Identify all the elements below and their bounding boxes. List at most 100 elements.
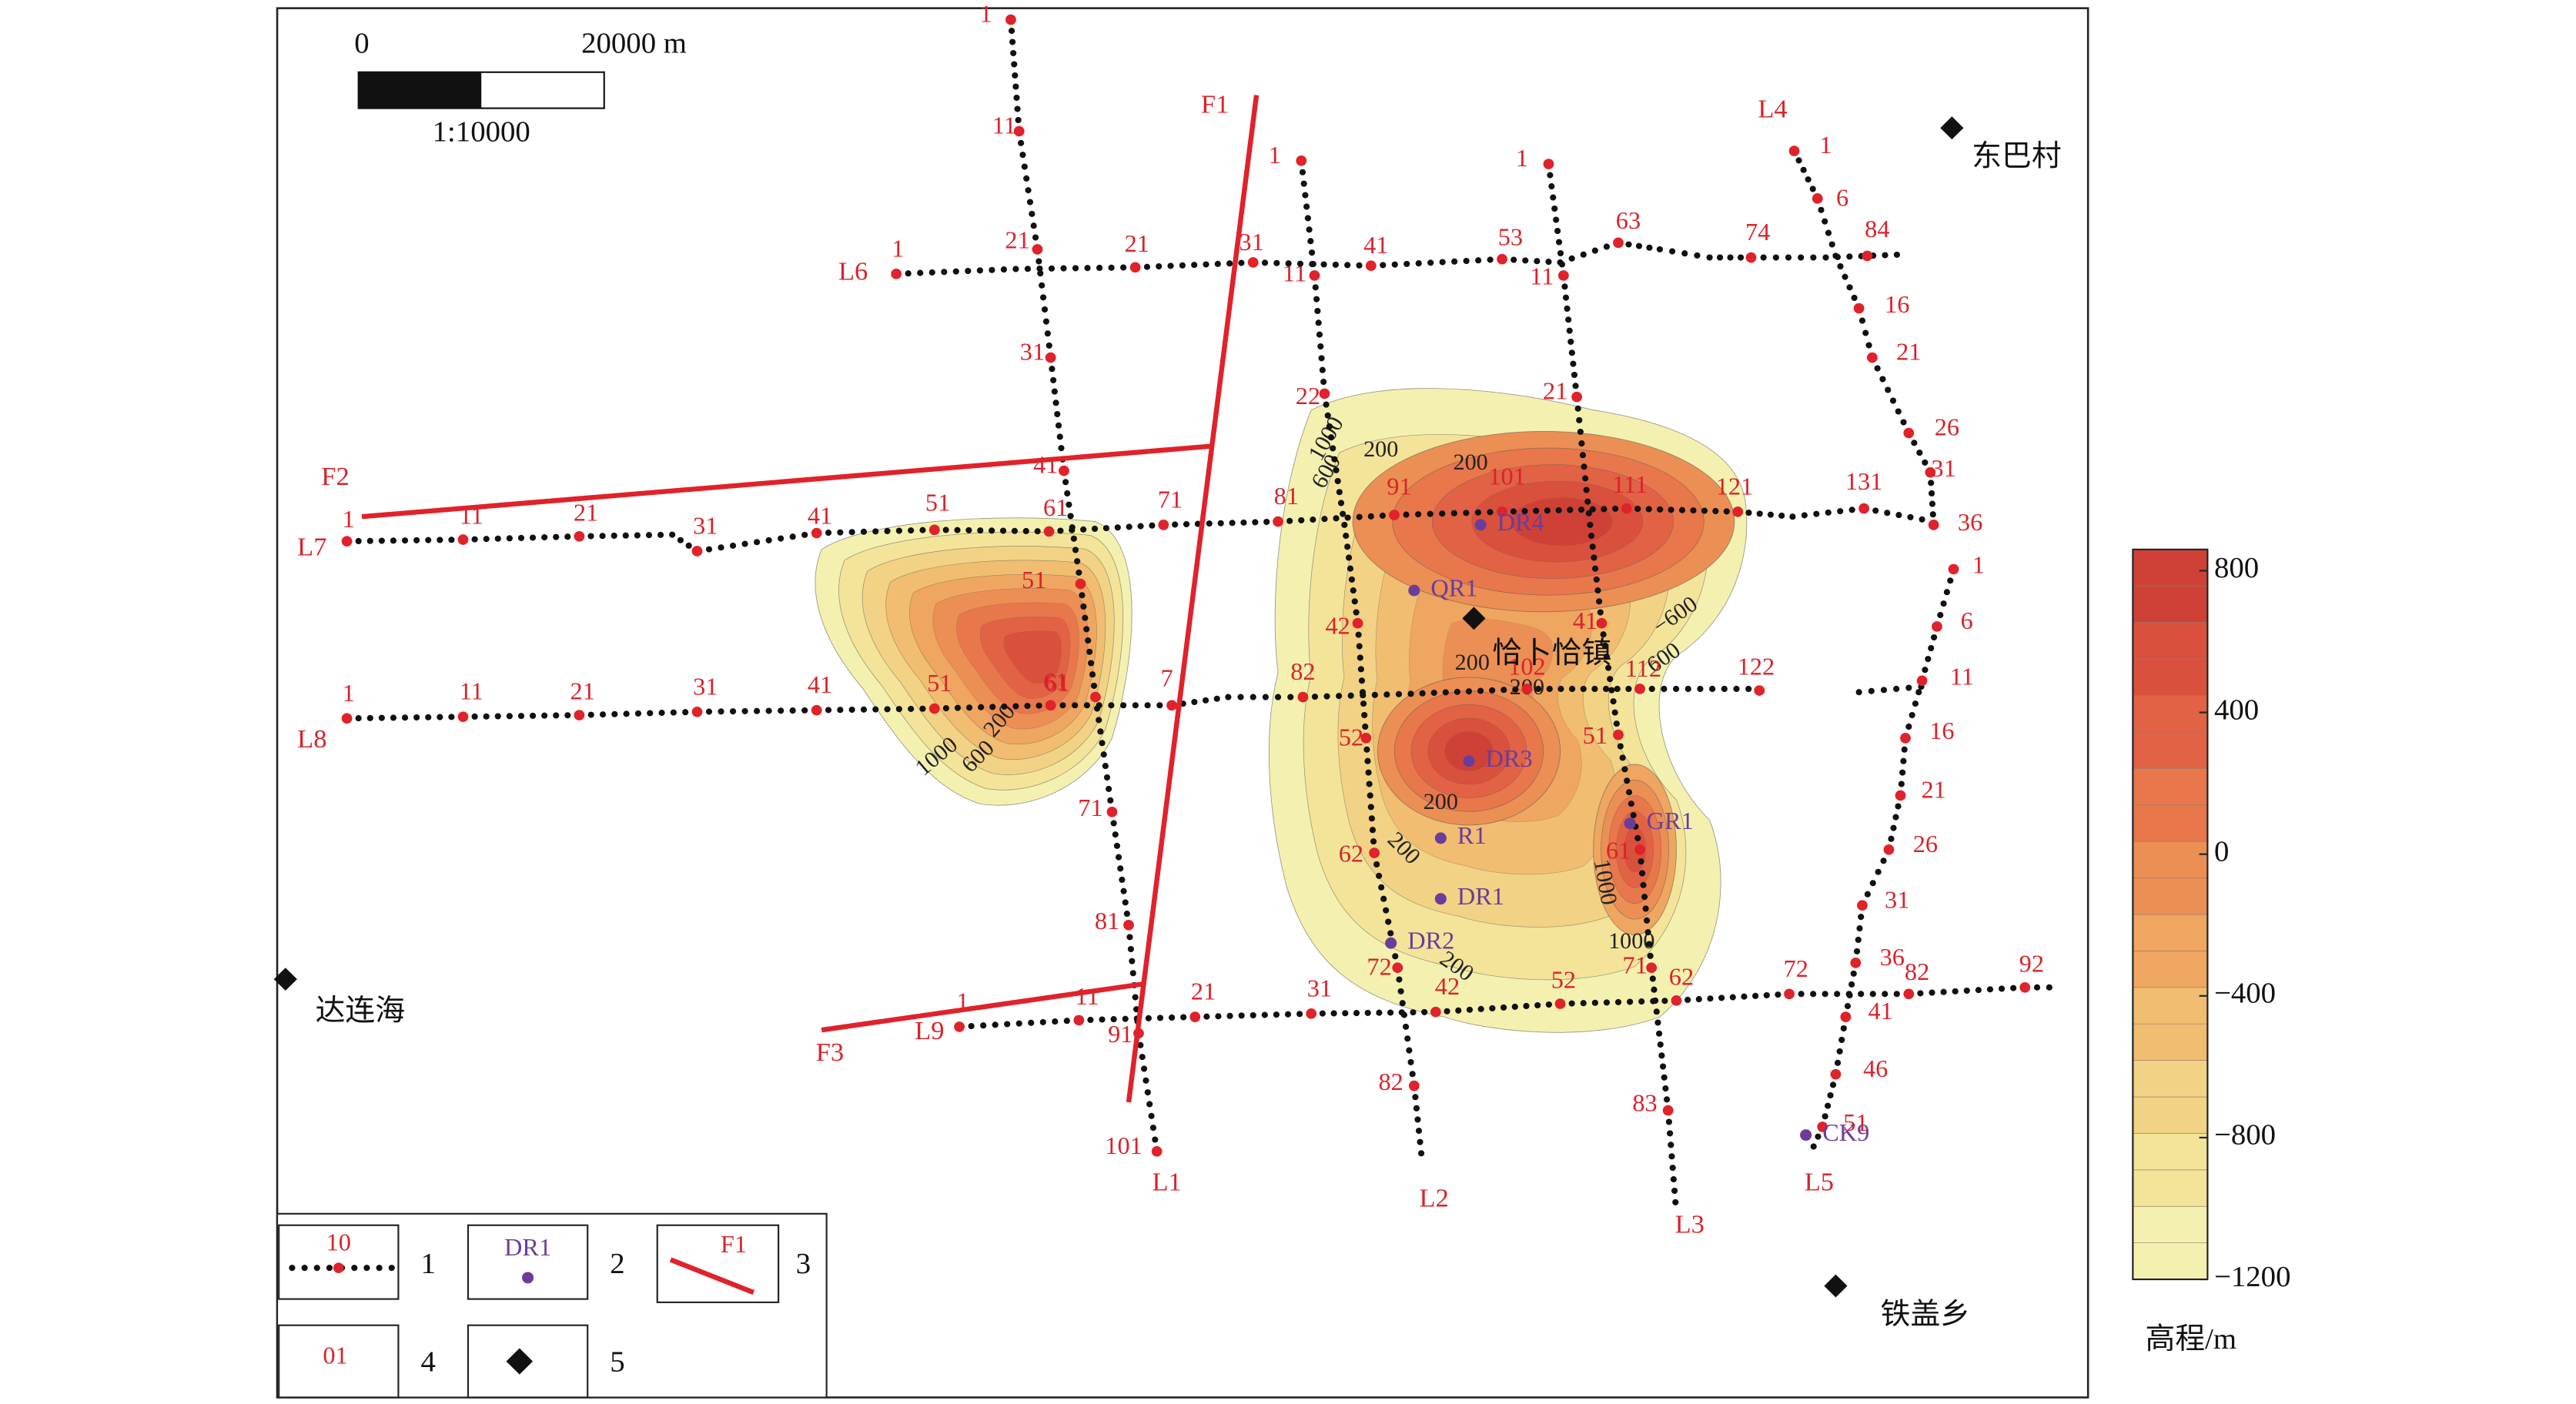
survey-dot: [1350, 587, 1357, 594]
survey-dot: [1217, 520, 1224, 526]
survey-dot: [634, 710, 642, 717]
survey-dot: [1756, 510, 1763, 517]
survey-dot: [1399, 1000, 1406, 1007]
survey-dot: [1695, 996, 1702, 1003]
survey-dot: [1415, 511, 1422, 518]
survey-dot: [1591, 999, 1598, 1006]
survey-dot: [471, 713, 478, 720]
survey-dot: [1638, 858, 1644, 865]
survey-dot: [1320, 379, 1327, 386]
survey-dot: [1344, 543, 1351, 550]
survey-dot: [1895, 408, 1902, 415]
survey-dot: [1601, 642, 1608, 649]
survey-dot: [765, 537, 772, 543]
survey-dot: [1396, 976, 1403, 983]
survey-dot: [1723, 508, 1730, 515]
survey-dot: [1512, 686, 1519, 693]
station-label: 16: [1929, 717, 1954, 744]
legend-well: [522, 1272, 534, 1284]
survey-dot: [1299, 169, 1306, 176]
survey-dot: [669, 531, 676, 538]
survey-dot: [1010, 49, 1017, 57]
survey-dot: [1355, 631, 1362, 638]
survey-dot: [1057, 527, 1064, 534]
legend-dot: [351, 1265, 358, 1272]
survey-dot: [1306, 226, 1313, 233]
survey-dot: [1333, 515, 1340, 522]
survey-dot: [1591, 565, 1599, 572]
survey-dot: [1012, 703, 1019, 710]
survey-dot: [1285, 260, 1292, 267]
survey-dot: [718, 708, 724, 715]
station-label: 1: [343, 679, 355, 707]
survey-dot: [1752, 992, 1759, 999]
survey-dot: [1602, 685, 1610, 693]
survey-dot: [1055, 422, 1062, 429]
survey-dot: [1928, 490, 1935, 497]
survey-dot: [1557, 249, 1564, 257]
well: [1434, 832, 1447, 844]
survey-dot: [1286, 517, 1293, 524]
survey-dot: [1915, 689, 1922, 696]
survey-dot: [1614, 685, 1621, 693]
colorbar-band: [2133, 804, 2208, 842]
fault: [361, 443, 1213, 520]
survey-dot: [1661, 998, 1668, 1005]
legend-box: [467, 1224, 589, 1300]
survey-dot: [1417, 1138, 1423, 1145]
survey-dot: [1102, 763, 1109, 770]
station: [1932, 621, 1942, 632]
survey-dot: [1451, 258, 1458, 265]
survey-dot: [1612, 505, 1619, 512]
survey-dot: [1548, 183, 1555, 190]
station: [1784, 988, 1795, 1000]
survey-dot: [1565, 316, 1572, 323]
survey-dot: [1001, 703, 1008, 710]
survey-dot: [517, 534, 525, 541]
survey-dot: [1521, 507, 1528, 515]
station: [1297, 691, 1309, 703]
well-label: DR1: [1457, 882, 1504, 910]
survey-dot: [622, 532, 629, 539]
survey-dot: [1439, 259, 1446, 266]
station-label: 11: [1950, 663, 1974, 690]
survey-dot: [1323, 693, 1330, 700]
survey-dot: [1653, 1008, 1660, 1015]
survey-dot: [1880, 857, 1887, 864]
survey-dot: [1371, 691, 1378, 698]
survey-dot: [1362, 723, 1369, 730]
survey-dot: [658, 710, 665, 717]
survey-dot: [1202, 697, 1209, 704]
station-label: 21: [1921, 776, 1945, 804]
survey-dot: [1414, 1116, 1421, 1123]
station: [1671, 994, 1682, 1006]
survey-dot: [1225, 694, 1232, 700]
survey-dot: [1648, 685, 1655, 693]
survey-dot: [1358, 677, 1366, 684]
survey-dot: [1262, 694, 1269, 700]
station-label: 51: [1843, 1108, 1868, 1136]
survey-dot: [825, 707, 832, 714]
survey-dot: [789, 707, 796, 714]
survey-dot: [1364, 757, 1371, 764]
station: [1129, 262, 1141, 273]
survey-dot: [1344, 514, 1351, 521]
survey-dot: [1403, 511, 1410, 518]
survey-dot: [1333, 466, 1340, 473]
survey-dot: [1054, 410, 1061, 418]
survey-dot: [1099, 1016, 1106, 1023]
survey-dot: [1701, 507, 1708, 514]
survey-dot: [647, 710, 654, 717]
survey-dot: [1080, 526, 1087, 533]
survey-dot: [1085, 637, 1092, 644]
survey-dot: [1767, 511, 1775, 518]
survey-dot: [1611, 709, 1618, 716]
survey-dot: [908, 527, 915, 534]
station: [574, 710, 585, 720]
survey-dot: [1875, 868, 1882, 875]
station-label: 82: [1905, 958, 1929, 985]
survey-dot: [1274, 694, 1282, 700]
survey-dot: [1580, 685, 1587, 693]
survey-dot: [1103, 774, 1111, 781]
survey-dot: [1829, 1081, 1837, 1088]
